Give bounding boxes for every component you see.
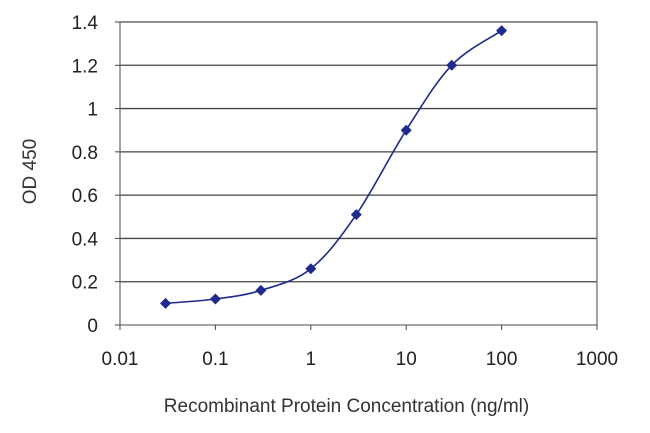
data-point-marker [255,284,267,296]
x-tick-label: 0.01 [102,349,139,370]
plot-area-frame [119,21,598,326]
x-tick-label: 0.1 [202,349,228,370]
x-tick-label: 1000 [576,349,618,370]
y-tick-label: 1 [87,100,98,121]
x-tick-label: 10 [396,349,417,370]
y-tick-label: 0.6 [72,186,98,207]
y-axis-title: OD 450 [20,139,41,204]
x-tick-label: 100 [486,349,518,370]
y-axis-ticks: 0 0.2 0.4 0.6 0.8 1 1.2 1.4 [72,13,120,337]
data-point-marker [400,124,412,136]
y-tick-label: 1.4 [72,13,99,34]
grid-layer [120,21,597,283]
x-tick-label: 1 [306,349,317,370]
y-tick-label: 0 [87,316,98,337]
series-line [165,30,503,305]
data-point-marker [496,25,508,37]
data-point-marker [160,297,172,309]
y-tick-label: 1.2 [72,56,98,77]
y-tick-label: 0.8 [72,143,98,164]
y-tick-label: 0.2 [72,273,98,294]
x-axis-ticks: 0.01 0.1 1 10 100 1000 [102,325,618,370]
data-point-marker [209,293,221,305]
series-layer [160,25,508,309]
x-axis-title: Recombinant Protein Concentration (ng/ml… [164,396,529,417]
y-tick-label: 0.4 [72,229,99,250]
data-point-marker [305,263,317,275]
data-point-marker [446,59,458,71]
data-point-marker [350,209,362,221]
